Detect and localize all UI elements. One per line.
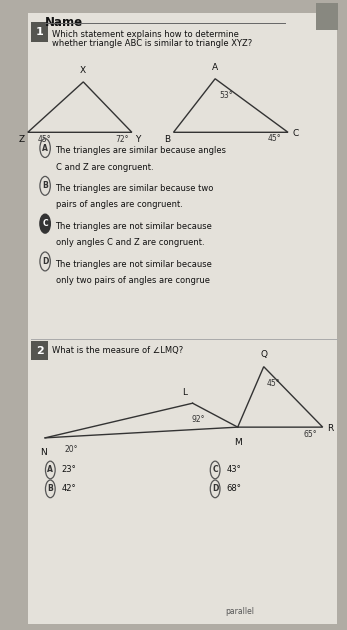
Text: 45°: 45° xyxy=(268,134,281,143)
Text: The triangles are similar because angles: The triangles are similar because angles xyxy=(56,146,227,155)
Text: 2: 2 xyxy=(36,346,43,356)
Text: 23°: 23° xyxy=(61,466,76,474)
Text: 43°: 43° xyxy=(226,466,241,474)
Text: X: X xyxy=(80,66,86,75)
Text: 45°: 45° xyxy=(266,379,280,388)
Text: D: D xyxy=(212,484,218,493)
Text: 53°: 53° xyxy=(219,91,233,100)
Text: Y: Y xyxy=(135,135,140,144)
Text: 1: 1 xyxy=(36,27,43,37)
FancyBboxPatch shape xyxy=(31,341,48,360)
Text: C and Z are congruent.: C and Z are congruent. xyxy=(56,163,153,171)
Circle shape xyxy=(40,214,50,233)
Text: A: A xyxy=(42,144,48,152)
Text: 72°: 72° xyxy=(115,135,129,144)
Text: only angles C and Z are congruent.: only angles C and Z are congruent. xyxy=(56,238,204,247)
Text: D: D xyxy=(42,257,48,266)
Text: What is the measure of ∠LMQ?: What is the measure of ∠LMQ? xyxy=(52,346,183,355)
Text: 45°: 45° xyxy=(37,135,51,144)
Text: 42°: 42° xyxy=(61,484,76,493)
FancyBboxPatch shape xyxy=(316,3,338,30)
Text: only two pairs of angles are congrue: only two pairs of angles are congrue xyxy=(56,276,210,285)
Text: Which statement explains how to determine: Which statement explains how to determin… xyxy=(52,30,239,39)
FancyBboxPatch shape xyxy=(31,22,48,42)
Text: R: R xyxy=(327,424,333,433)
Text: M: M xyxy=(235,438,242,447)
Text: B: B xyxy=(164,135,170,144)
Text: A: A xyxy=(48,466,53,474)
Text: Q: Q xyxy=(260,350,267,359)
Text: B: B xyxy=(42,181,48,190)
FancyBboxPatch shape xyxy=(28,13,337,624)
Text: C: C xyxy=(42,219,48,228)
Text: L: L xyxy=(183,388,187,397)
Text: pairs of angles are congruent.: pairs of angles are congruent. xyxy=(56,200,183,209)
Text: A: A xyxy=(212,63,218,72)
Text: C: C xyxy=(292,129,298,138)
Text: Name: Name xyxy=(45,16,83,29)
Text: 65°: 65° xyxy=(304,430,317,439)
Text: N: N xyxy=(40,448,47,457)
Text: The triangles are not similar because: The triangles are not similar because xyxy=(56,260,212,268)
Text: 68°: 68° xyxy=(226,484,241,493)
Text: The triangles are similar because two: The triangles are similar because two xyxy=(56,184,214,193)
Text: The triangles are not similar because: The triangles are not similar because xyxy=(56,222,212,231)
Text: B: B xyxy=(48,484,53,493)
Text: whether triangle ABC is similar to triangle XYZ?: whether triangle ABC is similar to trian… xyxy=(52,39,252,48)
Text: 92°: 92° xyxy=(192,415,205,423)
Text: parallel: parallel xyxy=(226,607,255,616)
Text: Z: Z xyxy=(19,135,25,144)
Text: C: C xyxy=(212,466,218,474)
Text: 20°: 20° xyxy=(64,445,78,454)
